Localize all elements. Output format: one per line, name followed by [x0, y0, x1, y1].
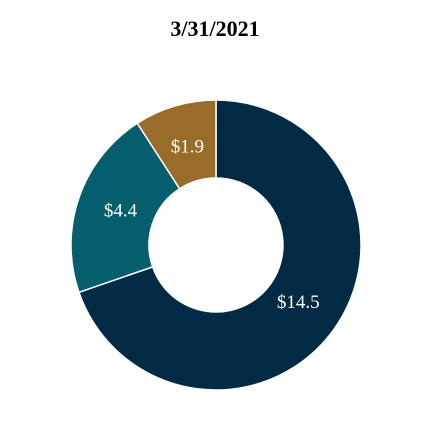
donut-slice: [136, 99, 217, 190]
data-label: $14.5: [277, 292, 320, 313]
data-label: $1.9: [171, 136, 204, 157]
chart-title: 3/31/2021: [170, 16, 259, 41]
data-label: $4.4: [104, 200, 138, 221]
donut-slice: [77, 99, 362, 391]
donut-slice: [70, 122, 181, 294]
